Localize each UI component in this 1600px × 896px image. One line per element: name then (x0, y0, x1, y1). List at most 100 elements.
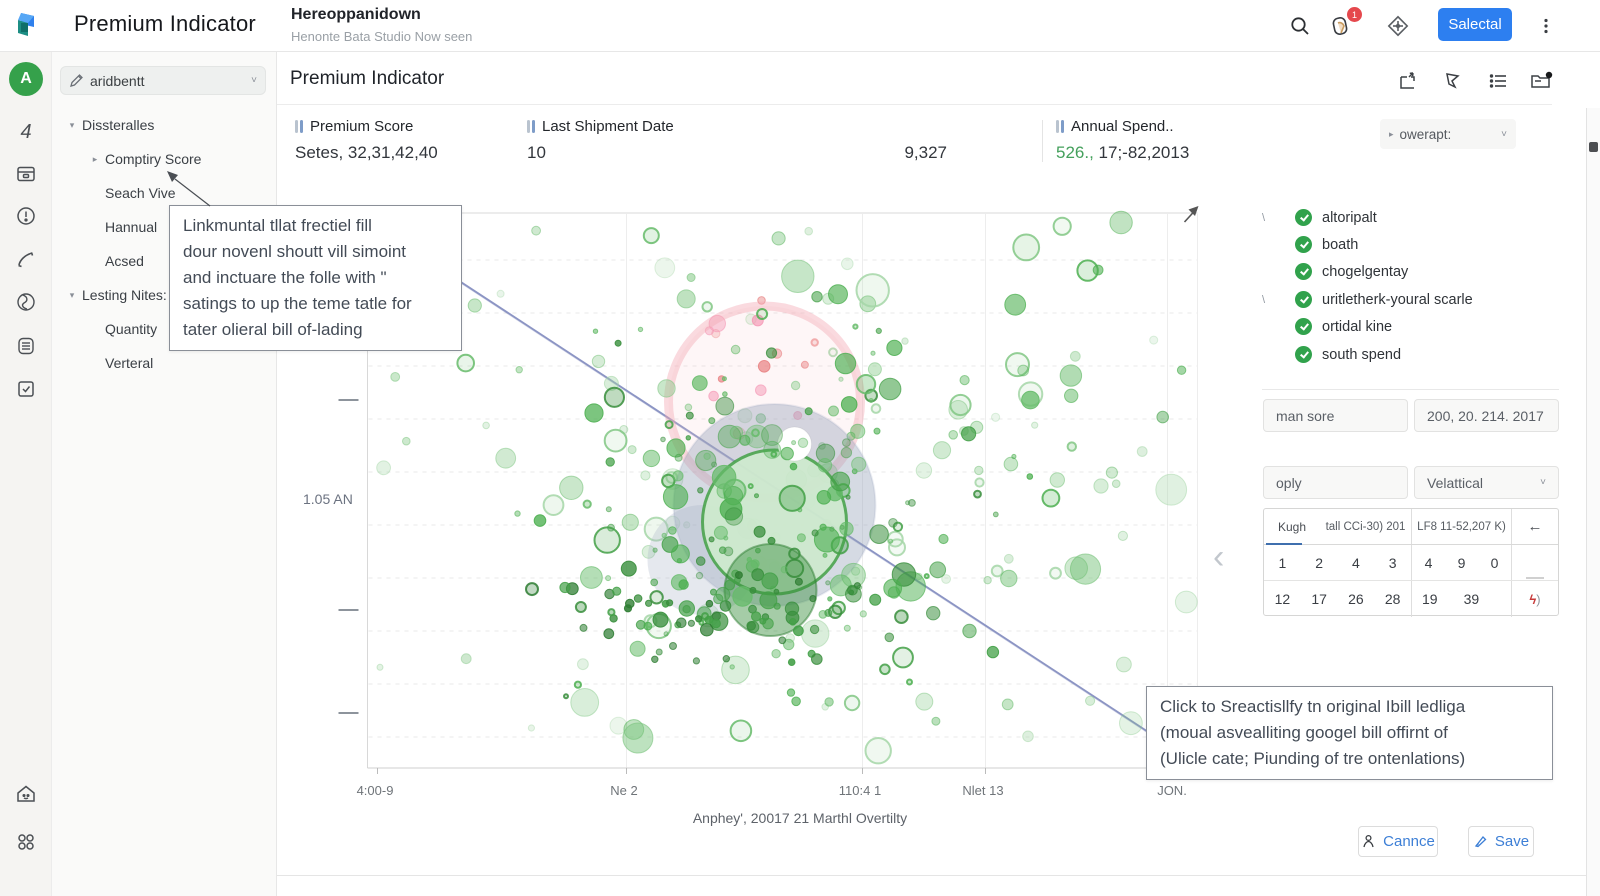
metric-icon (295, 120, 303, 133)
legend-item[interactable]: boath (1262, 231, 1552, 258)
picker-dash (1526, 577, 1544, 579)
export-board-icon[interactable] (1395, 68, 1421, 94)
doc-subtitle: Henonte Bata Studio Now seen (291, 29, 473, 44)
legend-item[interactable]: chogelgentay (1262, 258, 1552, 285)
scrollbar-track[interactable] (1586, 108, 1600, 896)
picker-cell[interactable]: 3 (1388, 554, 1397, 571)
check-square-icon[interactable] (12, 375, 40, 403)
metric-premium-score: Premium Score Setes, 32,31,42,40 (295, 118, 438, 162)
cancel-button[interactable]: Cannce (1358, 826, 1438, 857)
metric-last-shipment: Last Shipment Date 10 9,327 (527, 118, 947, 162)
tag-icon[interactable] (1440, 68, 1466, 94)
legend-item[interactable]: \ altoripalt (1262, 209, 1377, 226)
picker-cell[interactable]: 2 (1315, 554, 1324, 571)
tab-range-2[interactable]: LF8 11-52,207 K) (1417, 520, 1506, 533)
legend-dot-icon (1295, 291, 1312, 308)
picker-cell[interactable]: 17 (1311, 591, 1327, 607)
tree-item[interactable]: Acsed (105, 253, 144, 269)
man-sore-input[interactable] (1263, 399, 1408, 432)
stack-icon[interactable] (12, 332, 40, 360)
bubble-chart[interactable] (330, 205, 1200, 780)
legend-dot-icon (1295, 263, 1312, 280)
field-tree: ▾ Dissteralles ▸ Comptiry Score Seach Vive… (52, 108, 277, 380)
tree-item[interactable]: Hannual (105, 219, 158, 235)
tree-item[interactable]: ▾ Lesting Nites: (69, 287, 167, 303)
header-divider (277, 104, 1552, 105)
apps-grid-icon[interactable] (12, 828, 40, 856)
picker-cell[interactable]: 39 (1463, 591, 1480, 607)
metric-divider (1042, 120, 1043, 162)
triangle-icon: ▸ (1389, 128, 1394, 139)
picker-cell[interactable]: 4 (1424, 554, 1433, 571)
x-tick: JON. (1157, 783, 1187, 798)
legend-item[interactable]: south spend (1262, 341, 1552, 368)
picker-cell[interactable]: 1 (1278, 554, 1287, 571)
legend-dot-icon (1295, 346, 1312, 363)
x-axis-title: Anphey', 20017 21 Marthl Overtilty (692, 810, 908, 826)
app-logo-icon (12, 10, 42, 45)
alert-circle-icon[interactable] (12, 202, 40, 230)
app-title: Premium Indicator (74, 11, 256, 36)
metric-icon (1056, 120, 1064, 133)
salectal-button[interactable]: Salectal (1438, 8, 1512, 41)
legend-item[interactable]: ortidal kine (1262, 313, 1552, 340)
sidebar: ˅ ▾Dissteralles ▸Comptiry Score Seach Vi… (52, 52, 277, 896)
notifications-icon[interactable]: 1 (1328, 7, 1362, 40)
picker-cell[interactable]: 19 (1422, 591, 1438, 607)
chevron-down-icon: ˅ (1540, 477, 1546, 488)
date-range-input[interactable] (1414, 399, 1559, 432)
legend-item[interactable]: \ uritletherk-youral scarle (1262, 291, 1473, 308)
phone-icon[interactable] (12, 245, 40, 273)
legend-dot-icon (1295, 236, 1312, 253)
velattical-dropdown[interactable]: Velattical ˅ (1414, 466, 1559, 499)
tree-item[interactable]: ▸ Comptiry Score (92, 151, 202, 167)
tree-item[interactable]: ▾ Dissteralles (69, 117, 155, 133)
legend-dot-icon (1295, 318, 1312, 335)
picker-cell[interactable]: 4 (1351, 554, 1360, 571)
kebab-menu-icon[interactable] (1532, 12, 1560, 40)
card-panel-icon[interactable] (12, 160, 40, 188)
topbar: Premium Indicator Hereoppanidown Henonte… (0, 0, 1600, 52)
pencil-icon (70, 74, 83, 87)
filter-dropdown[interactable]: ▸ owerapt: ˅ (1380, 119, 1516, 149)
target-icon[interactable] (1384, 12, 1412, 40)
bubble-chart-canvas[interactable] (330, 205, 1200, 780)
tree-item[interactable]: Seach Vive (105, 185, 176, 201)
tab-kugh[interactable]: Kugh (1264, 509, 1320, 545)
save-button[interactable]: Save (1468, 826, 1534, 857)
person-icon (1363, 834, 1374, 848)
icon-rail: A 4 (0, 52, 52, 896)
sidebar-search[interactable]: ˅ (60, 66, 266, 95)
legend-dot-icon (1295, 209, 1312, 226)
picker-cell[interactable]: 28 (1384, 591, 1401, 607)
metric-icon (527, 120, 535, 133)
home-icon[interactable] (12, 780, 40, 808)
notification-badge: 1 (1347, 7, 1362, 22)
oply-input[interactable] (1263, 466, 1408, 499)
tab-range-1[interactable]: tall CCi-30) 201 (1325, 520, 1406, 533)
avatar[interactable]: A (9, 62, 43, 96)
list-icon[interactable] (1485, 68, 1511, 94)
picker-cell[interactable]: 9 (1457, 554, 1466, 571)
x-tick: 110:4 1 (838, 783, 882, 798)
folder-icon[interactable] (1528, 68, 1554, 94)
picker-cell[interactable]: 12 (1274, 591, 1291, 607)
globe-icon[interactable] (12, 288, 40, 316)
sidebar-search-input[interactable] (90, 72, 240, 89)
annotation-tooltip-2: Click to Sreactisllfy tn original Ibill … (1146, 686, 1553, 780)
chevron-down-icon[interactable]: ˅ (251, 75, 257, 86)
bolt-icon[interactable]: ϟ (1529, 591, 1537, 607)
x-tick: Ne 2 (610, 783, 638, 798)
doc-title: Hereoppanidown (291, 6, 421, 23)
search-icon[interactable] (1286, 12, 1314, 40)
tree-item[interactable]: Quantity (105, 321, 158, 337)
back-arrow-icon[interactable]: ← (1527, 518, 1543, 535)
x-tick: Nlet 13 (962, 783, 1004, 798)
tree-item[interactable]: Verteral (105, 355, 154, 371)
y-axis-label: 1.05 AN (303, 491, 353, 507)
picker-cell[interactable]: 26 (1348, 591, 1364, 607)
scrollbar-handle[interactable] (1589, 142, 1598, 152)
carousel-left-chevron[interactable]: ‹ (1213, 538, 1225, 576)
draw-tool-icon[interactable]: 4 (20, 120, 32, 143)
picker-cell[interactable]: 0 (1490, 554, 1499, 571)
